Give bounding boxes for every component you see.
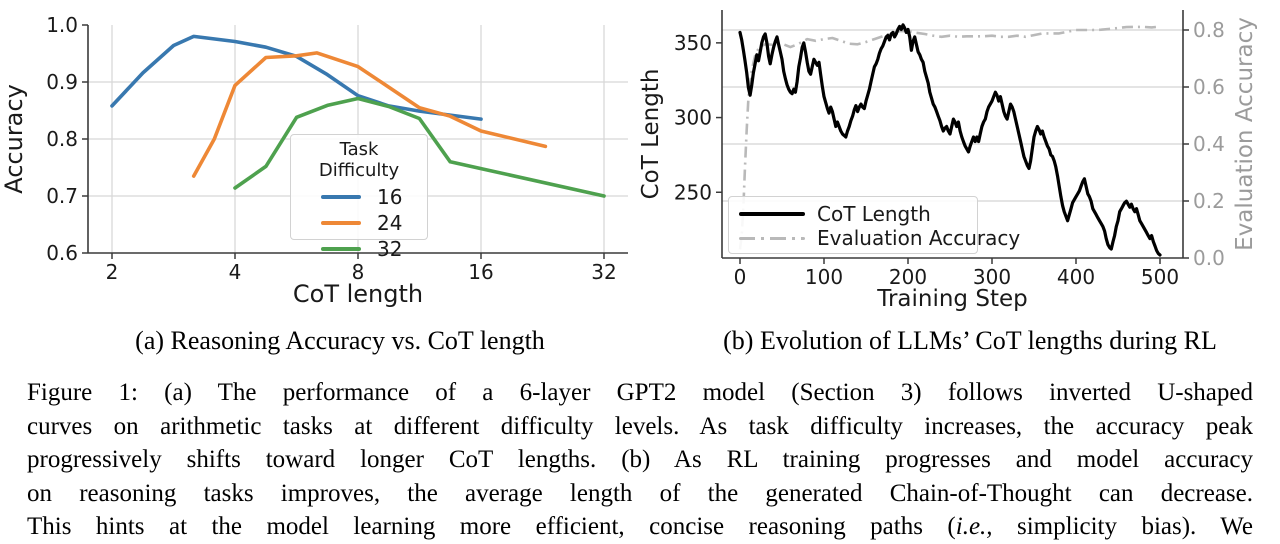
tick-label: 100 [805,265,843,289]
tick-label: 2 [106,260,119,284]
caption-line-3: progressively shifts toward longer CoT l… [27,446,1253,473]
tick-label: 16 [468,260,493,284]
subcaption-a: (a) Reasoning Accuracy vs. CoT length [135,326,545,355]
tick-label: 300 [973,265,1011,289]
legend-item-cot-length: CoT Length [739,202,967,226]
tick-label: 0.0 [1193,246,1225,270]
tick-label: 200 [889,265,927,289]
tick-label: 500 [1141,265,1179,289]
legend-label-32: 32 [377,237,403,261]
tick-label: 300 [674,106,712,130]
y-axis-label-left: CoT Length [640,69,664,200]
x-axis-label: CoT length [293,280,423,308]
caption-line-4: on reasoning tasks improves, the average… [27,479,1253,507]
series-line-eval-accuracy [738,25,1161,250]
tick-label: 0.7 [46,184,78,208]
caption-line-5b: simplicity bias). We [992,513,1253,540]
caption-line-5-italic: i.e., [955,513,993,540]
tick-label: 0.6 [1193,75,1225,99]
tick-label: 0.9 [46,70,78,94]
y-axis-label: Accuracy [0,84,28,194]
tick-label: 32 [591,260,616,284]
tick-label: 250 [674,180,712,204]
tick-label: 400 [1057,265,1095,289]
legend-task-difficulty: Task Difficulty 16 24 32 [290,134,428,261]
tick-label: 0.6 [46,241,78,265]
tick-label: 8 [352,260,365,284]
y-axis-label-right: Evaluation Accuracy [1232,17,1258,251]
legend-swatch-32 [321,247,361,251]
tick-label: 0.8 [1193,18,1225,42]
tick-label: 0 [734,265,747,289]
series-line-16 [110,34,483,121]
caption-line-5: This hints at the model learning more ef… [27,510,1253,544]
legend-swatch-16 [321,195,361,199]
legend-label-16: 16 [377,185,403,209]
legend-swatch-24 [321,221,361,225]
legend-item-24: 24 [321,211,419,235]
subcaption-b: (b) Evolution of LLMs’ CoT lengths durin… [723,326,1217,355]
tick-label: 0.8 [46,127,78,151]
x-axis-label: Training Step [876,286,1027,312]
tick-label: 0.4 [1193,132,1225,156]
caption-line-5a: This hints at the model learning more ef… [27,513,956,540]
caption-line-2: curves on arithmetic tasks at different … [27,412,1253,440]
caption-line-1: Figure 1: (a) The performance of a 6-lay… [27,379,1253,406]
legend-label-eval-accuracy: Evaluation Accuracy [817,226,1021,250]
cot-length-during-rl-chart: 250 300 350 0.0 0.2 0.4 0.6 0.8 0 100 200 300 400 500… [640,10,1258,312]
legend-label-24: 24 [377,211,403,235]
legend-item-16: 16 [321,185,419,209]
figure-caption: Figure 1: (a) The performance of a 6-lay… [27,376,1253,544]
legend-title: Task Difficulty [318,139,400,181]
series-line-cot-length [738,23,1162,257]
legend-swatch-eval-accuracy [739,236,805,240]
tick-label: 4 [229,260,242,284]
tick-label: 0.2 [1193,189,1225,213]
tick-label: 350 [674,31,712,55]
series-line-32 [233,96,606,198]
series-line-24 [191,51,548,178]
legend-item-32: 32 [321,237,419,261]
legend-item-eval-accuracy: Evaluation Accuracy [739,226,1020,250]
tick-label: 1.0 [46,13,78,37]
legend-label-cot-length: CoT Length [817,202,931,226]
legend-swatch-cot-length [739,212,805,216]
legend-rl-chart: CoT Length Evaluation Accuracy [728,196,1020,254]
